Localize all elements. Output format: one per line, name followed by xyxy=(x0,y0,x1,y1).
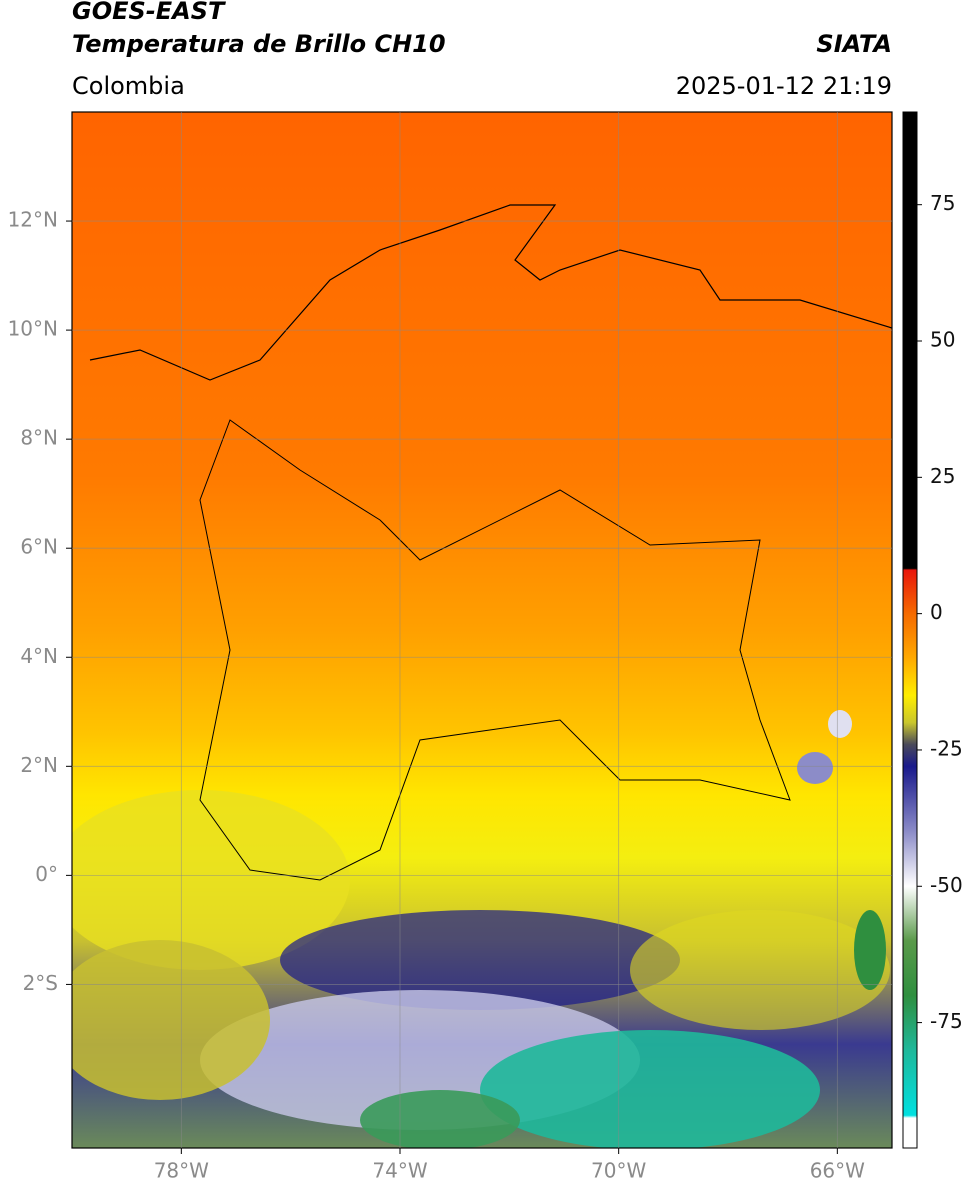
cloud xyxy=(630,910,890,1030)
y-tick-label: 2°S xyxy=(23,971,58,995)
cloud xyxy=(854,910,886,990)
colorbar xyxy=(902,111,918,1149)
map-frame xyxy=(71,111,893,1149)
imagery xyxy=(72,112,892,1148)
colorbar-tick-label: 50 xyxy=(930,328,955,352)
colorbar-tick-label: 25 xyxy=(930,464,955,488)
colorbar-tick-label: 75 xyxy=(930,191,955,215)
coastline xyxy=(89,204,892,381)
y-tick-label: 10°N xyxy=(8,317,58,341)
y-tick-label: 12°N xyxy=(8,208,58,232)
y-tick-label: 0° xyxy=(35,862,58,886)
border xyxy=(199,419,791,881)
y-tick-label: 4°N xyxy=(20,644,58,668)
title: GOES-EAST xyxy=(72,0,226,25)
x-tick-label: 66°W xyxy=(810,1159,865,1183)
datetime: 2025-01-12 21:19 xyxy=(676,72,892,100)
x-tick-label: 70°W xyxy=(591,1159,646,1183)
cloud xyxy=(360,1090,520,1148)
cloud xyxy=(280,910,680,1010)
x-tick-label: 74°W xyxy=(372,1159,427,1183)
colorbar-tick-label: 0 xyxy=(930,600,943,624)
y-tick-label: 2°N xyxy=(20,753,58,777)
y-tick-label: 8°N xyxy=(20,426,58,450)
cloud xyxy=(828,710,852,738)
region: Colombia xyxy=(72,72,185,100)
x-tick-label: 78°W xyxy=(154,1159,209,1183)
colorbar-tick-label: -50 xyxy=(930,873,963,897)
colorbar-tick-label: -75 xyxy=(930,1009,963,1033)
source: SIATA xyxy=(816,30,892,58)
cloud xyxy=(480,1030,820,1148)
cloud xyxy=(72,940,270,1100)
cloud xyxy=(72,790,350,970)
cloud xyxy=(797,752,833,784)
subtitle: Temperatura de Brillo CH10 xyxy=(72,30,446,58)
colorbar-tick-label: -25 xyxy=(930,736,963,760)
y-tick-label: 6°N xyxy=(20,535,58,559)
